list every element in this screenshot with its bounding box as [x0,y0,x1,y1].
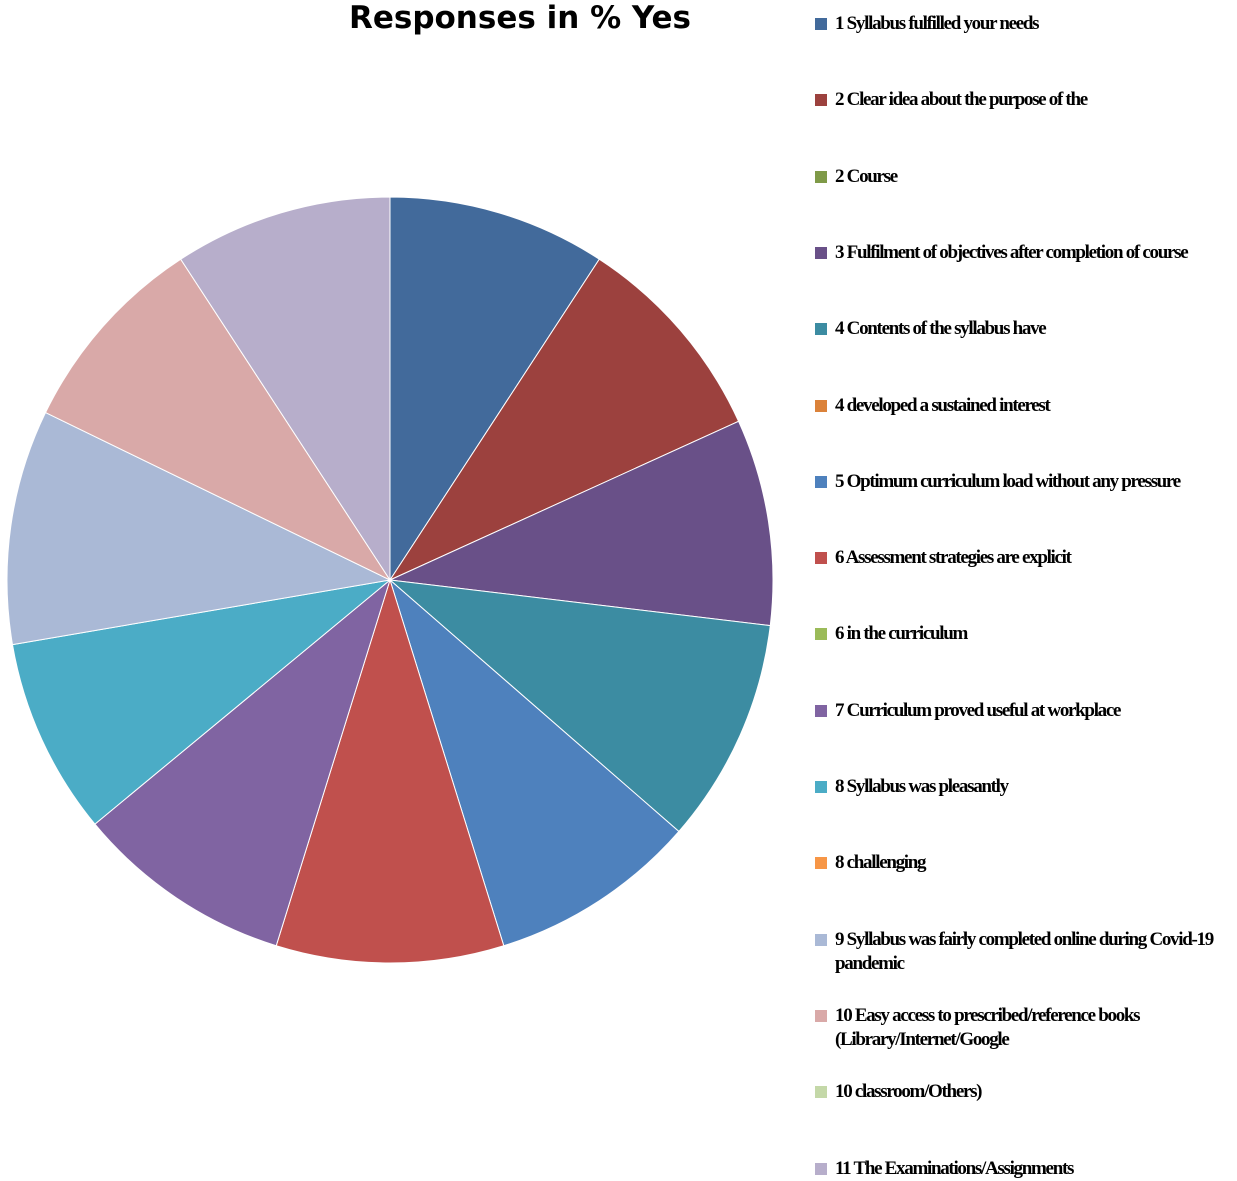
legend-swatch [815,1086,827,1099]
legend-label: 10 Easy access to prescribed/reference b… [835,1004,1141,1050]
legend-label: 6 in the curriculum [835,623,968,645]
legend-swatch [815,170,827,183]
legend-label: 8 Syllabus was pleasantly [835,776,1009,797]
legend-swatch [815,552,827,565]
legend-item-10: 7 Curriculum proved useful at workplace [815,699,1235,723]
legend-item-16: 11 The Examinations/Assignments [815,1157,1235,1181]
legend-item-6: 4 developed a sustained interest [815,394,1235,418]
pie-slice-8 [275,578,505,964]
legend-swatch [815,399,827,412]
pie-slice-5 [388,579,771,833]
pie-slice-4 [388,420,774,627]
legend-label: 4 developed a sustained interest [835,394,1051,416]
chart-title: Responses in % Yes [348,0,692,36]
pie-slice-16 [180,196,391,582]
legend-swatch [815,1009,827,1022]
legend-item-15: 10 classroom/Others) [815,1080,1235,1104]
pie-slice-10 [94,578,391,947]
legend-item-4: 3 Fulfilment of objectives after complet… [815,241,1235,265]
legend-item-12: 8 challenging [815,851,1235,875]
legend-label: 1 Syllabus fulfilled your needs [835,13,1040,34]
legend-item-9: 6 in the curriculum [815,622,1235,646]
legend-item-5: 4 Contents of the syllabus have [815,317,1235,341]
pie-chart [6,196,774,964]
legend-swatch [815,475,827,488]
legend-swatch [815,323,827,336]
legend-item-14: 10 Easy access to prescribed/reference b… [815,1004,1235,1052]
legend-label: 11 The Examinations/Assignments [835,1157,1074,1179]
legend-label: 9 Syllabus was fairly completed online d… [835,928,1214,974]
pie-slice-7 [388,578,680,947]
legend-item-1: 1 Syllabus fulfilled your needs [815,12,1235,36]
pie-slice-11 [11,579,392,825]
legend-swatch [815,94,827,107]
legend-label: 3 Fulfilment of objectives after complet… [835,241,1189,263]
pie-slice-13 [6,411,392,646]
legend-swatch [815,704,827,717]
legend-item-8: 6 Assessment strategies are explicit [815,546,1235,570]
legend-item-11: 8 Syllabus was pleasantly [815,775,1235,799]
legend-swatch [815,246,827,259]
legend-item-3: 2 Course [815,165,1235,189]
pie-slice-14 [44,258,392,582]
legend-swatch [815,933,827,946]
legend-item-2: 2 Clear idea about the purpose of the [815,88,1235,112]
legend-label: 4 Contents of the syllabus have [835,318,1047,340]
legend-swatch [815,857,827,870]
pie-slice-2 [388,258,740,582]
legend-swatch [815,18,827,30]
pie-slice-1 [389,196,600,582]
legend-label: 2 Course [835,165,898,187]
legend-swatch [815,628,827,641]
legend-swatch [815,1162,827,1175]
legend-item-13: 9 Syllabus was fairly completed online d… [815,928,1235,976]
legend-label: 8 challenging [835,852,927,874]
legend-item-7: 5 Optimum curriculum load without any pr… [815,470,1235,494]
legend-label: 5 Optimum curriculum load without any pr… [835,470,1181,492]
legend-label: 10 classroom/Others) [835,1081,983,1103]
legend-label: 2 Clear idea about the purpose of the [835,89,1088,111]
legend-label: 6 Assessment strategies are explicit [835,547,1072,569]
legend-swatch [815,781,827,793]
legend-label: 7 Curriculum proved useful at workplace [835,699,1121,721]
